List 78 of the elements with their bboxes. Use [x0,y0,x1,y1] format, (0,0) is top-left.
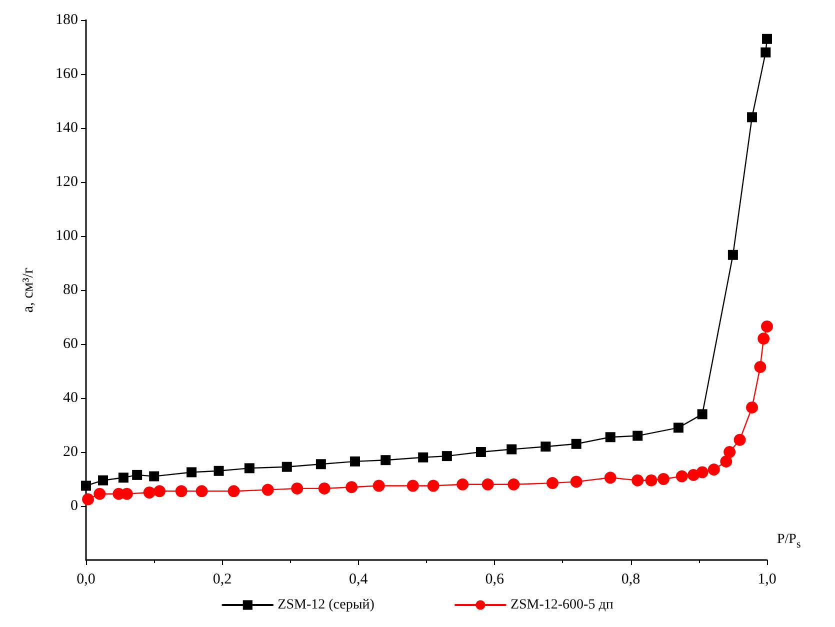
point [632,474,644,486]
x-tick-label: 0,6 [485,572,504,588]
point [728,250,738,260]
point [154,485,166,498]
point [442,451,452,462]
point [94,488,106,500]
x-tick-label: 0,0 [76,572,96,588]
point [350,456,360,466]
point [673,422,684,433]
point [456,478,469,490]
x-tick-label: 1,0 [758,572,776,588]
y-tick-label: 180 [56,12,78,28]
point [81,480,91,491]
point [734,434,746,446]
legend-label: ZSM-12-600-5 дп [510,598,614,612]
point [82,493,94,506]
point [406,480,419,492]
point [508,478,520,490]
point [143,486,156,498]
legend-label: ZSM-12 (серый) [278,598,375,612]
point [747,112,758,122]
y-tick-label: 0 [70,498,78,514]
point [708,464,720,476]
point [746,401,758,414]
point [427,480,440,492]
point [262,484,274,496]
point [754,360,766,373]
point [346,481,358,494]
y-tick-label: 20 [63,444,78,460]
x-tick-label: 0,4 [349,572,368,588]
point [506,444,517,454]
point [546,477,558,490]
point [118,472,128,483]
point [724,446,736,458]
point [196,485,208,498]
point [697,409,708,420]
point [132,470,142,480]
point [696,466,708,478]
y-tick-label: 100 [56,228,78,244]
point [760,47,771,58]
point [540,442,551,452]
point [658,473,670,485]
y-tick-label: 120 [56,174,78,190]
point [149,471,160,482]
point [632,430,643,441]
point [762,34,772,44]
point [214,466,224,476]
point [676,470,688,482]
point [316,459,326,470]
point [604,472,616,484]
y-tick-label: 60 [63,336,78,352]
point [98,475,108,486]
point [282,462,292,472]
point [605,432,616,442]
x-tick-label: 0,8 [621,572,640,588]
point [228,485,240,498]
point [645,474,658,486]
y-tick-label: 40 [63,390,78,406]
point [482,478,494,490]
x-tick-label: 0,2 [212,572,232,588]
point [571,438,582,449]
point [318,482,330,494]
point [758,332,770,345]
point [186,467,197,478]
point [291,482,304,494]
point [761,320,773,332]
y-tick-label: 140 [56,120,78,136]
y-tick-label: 160 [56,66,78,82]
point [570,476,582,488]
y-axis-title: a, см³/г [20,267,36,313]
point [372,480,385,492]
point [720,455,732,468]
point [476,447,486,457]
point [244,463,254,474]
point [418,452,428,462]
y-tick-label: 80 [63,282,78,298]
point [380,455,391,466]
point [175,485,188,498]
